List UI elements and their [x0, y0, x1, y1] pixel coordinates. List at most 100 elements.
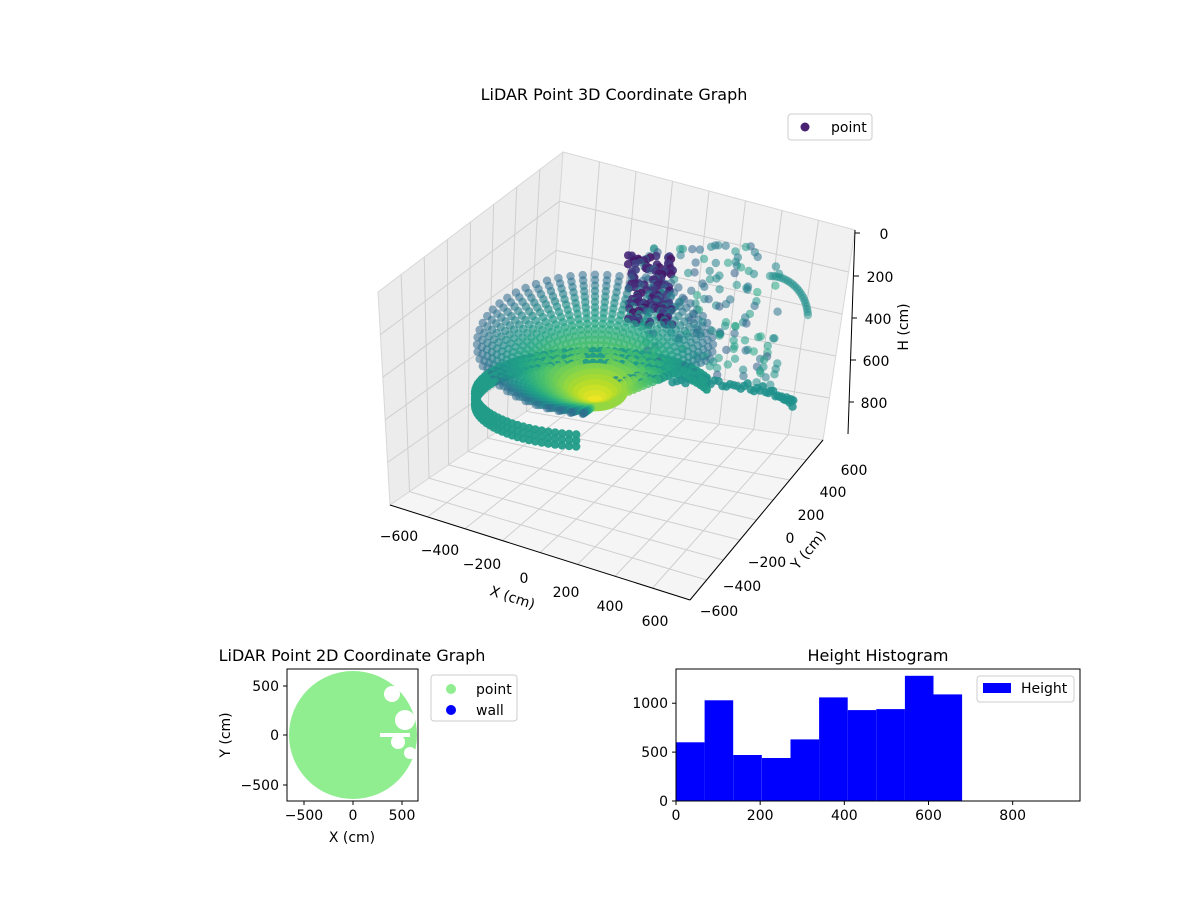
point-3d: [542, 404, 552, 413]
point-3d: [691, 258, 700, 267]
point-3d: [715, 331, 724, 340]
point-3d: [721, 241, 730, 250]
x-axis-line: [389, 504, 691, 601]
point-3d: [531, 425, 540, 434]
point-3d: [544, 439, 553, 448]
z-ticks-3d: 0 200 400 600 800: [849, 227, 893, 412]
x-tick-label: 600: [642, 614, 669, 630]
x-tick-label: 400: [597, 599, 624, 615]
point-3d: [729, 344, 738, 354]
point-3d: [702, 385, 711, 394]
x-tick-label: 400: [831, 808, 858, 824]
x-tick-label: 0: [349, 808, 358, 824]
grid-line: [526, 410, 807, 461]
z-tick-label: 400: [865, 312, 892, 328]
point-3d: [770, 370, 779, 379]
point-3d: [705, 266, 714, 276]
grid-line: [559, 200, 849, 273]
point-3d: [715, 285, 724, 294]
point-3d: [771, 262, 781, 271]
grid-line: [467, 451, 757, 521]
point-3d: [740, 336, 750, 345]
legend-histogram: Height: [976, 675, 1075, 703]
histogram-bar: [819, 697, 848, 801]
legend-box: [787, 113, 873, 141]
point-3d: [578, 409, 587, 419]
point-3d: [550, 440, 560, 449]
point-3d: [741, 346, 750, 355]
point-3d: [749, 347, 758, 356]
z-tick-label: 600: [863, 354, 890, 370]
point-gap-2d: [395, 710, 415, 730]
x-tick-label: 0: [520, 571, 529, 587]
point-3d: [715, 302, 724, 311]
point-3d: [761, 373, 770, 382]
x-tick-label: −200: [463, 557, 501, 573]
y-axis-label-2d: Y (cm): [218, 712, 234, 758]
y-tick-label: −200: [748, 555, 786, 571]
legend-marker-wall: [446, 705, 456, 715]
point-3d: [681, 379, 690, 388]
histogram-bars: [676, 675, 963, 801]
point-3d: [739, 371, 748, 381]
point-gap-2d: [391, 735, 405, 749]
histogram-bar: [790, 739, 820, 801]
point-3d: [788, 402, 797, 411]
point-3d: [699, 254, 709, 264]
x-tick-label: 200: [553, 585, 580, 601]
point-3d: [544, 427, 553, 436]
point-3d: [712, 274, 721, 283]
point-3d: [700, 282, 709, 291]
point-3d: [730, 268, 739, 278]
point-3d: [773, 307, 782, 316]
chart-3d: LiDAR Point 3D Coordinate Graph −600 −40…: [377, 85, 912, 630]
point-3d: [749, 387, 759, 396]
histogram-bar: [933, 694, 963, 801]
histogram-bar: [904, 675, 934, 801]
y-tick-label: 600: [841, 463, 868, 479]
point-3d: [741, 242, 750, 252]
histogram-bar: [733, 755, 762, 801]
point-3d: [753, 252, 762, 262]
y-tick-label: 0: [786, 531, 795, 547]
histogram-bar: [876, 709, 905, 801]
z-tick-label: 800: [861, 396, 888, 412]
point-3d: [557, 435, 567, 444]
point-3d: [764, 388, 773, 398]
point-3d: [572, 430, 581, 439]
point-3d: [564, 429, 574, 439]
plot-frame-histogram: [675, 668, 1081, 802]
x-tick-label: 800: [999, 808, 1026, 824]
legend-marker-point: [446, 684, 456, 694]
point-3d: [730, 354, 740, 363]
grid-line: [614, 429, 755, 577]
chart-2d: LiDAR Point 2D Coordinate Graph −500 0 5…: [218, 646, 518, 846]
z-axis-label-3d: H (cm): [896, 303, 912, 350]
chart-3d-title: LiDAR Point 3D Coordinate Graph: [481, 85, 748, 104]
point-3d: [731, 322, 740, 331]
point-3d: [705, 362, 714, 371]
x-axis-label-2d: X (cm): [329, 830, 375, 846]
grid-line: [577, 423, 720, 565]
point-3d: [695, 245, 705, 254]
x-tick-label: 600: [915, 808, 942, 824]
point-3d: [723, 258, 733, 267]
point-3d: [759, 355, 769, 364]
point-3d: [687, 286, 696, 295]
point-3d: [720, 321, 730, 331]
point-3d: [692, 291, 702, 300]
point-cloud-2d: [289, 671, 417, 799]
legend-label-wall: wall: [476, 703, 504, 719]
z-tick-label: 200: [867, 270, 894, 286]
point-3d: [723, 360, 732, 369]
z-axis-line: [847, 229, 856, 435]
point-cloud-3d: [470, 241, 813, 451]
y-axis-line: [689, 439, 824, 601]
legend-label-height: Height: [1021, 681, 1068, 697]
point-gap-2d: [384, 686, 400, 702]
x-ticks-3d: −600 −400 −200 0 200 400 600: [380, 529, 669, 630]
histogram-y-ticks: 0 500 1000: [632, 696, 676, 810]
x-ticks-2d: −500 0 500: [285, 801, 415, 824]
point-3d: [531, 437, 540, 446]
